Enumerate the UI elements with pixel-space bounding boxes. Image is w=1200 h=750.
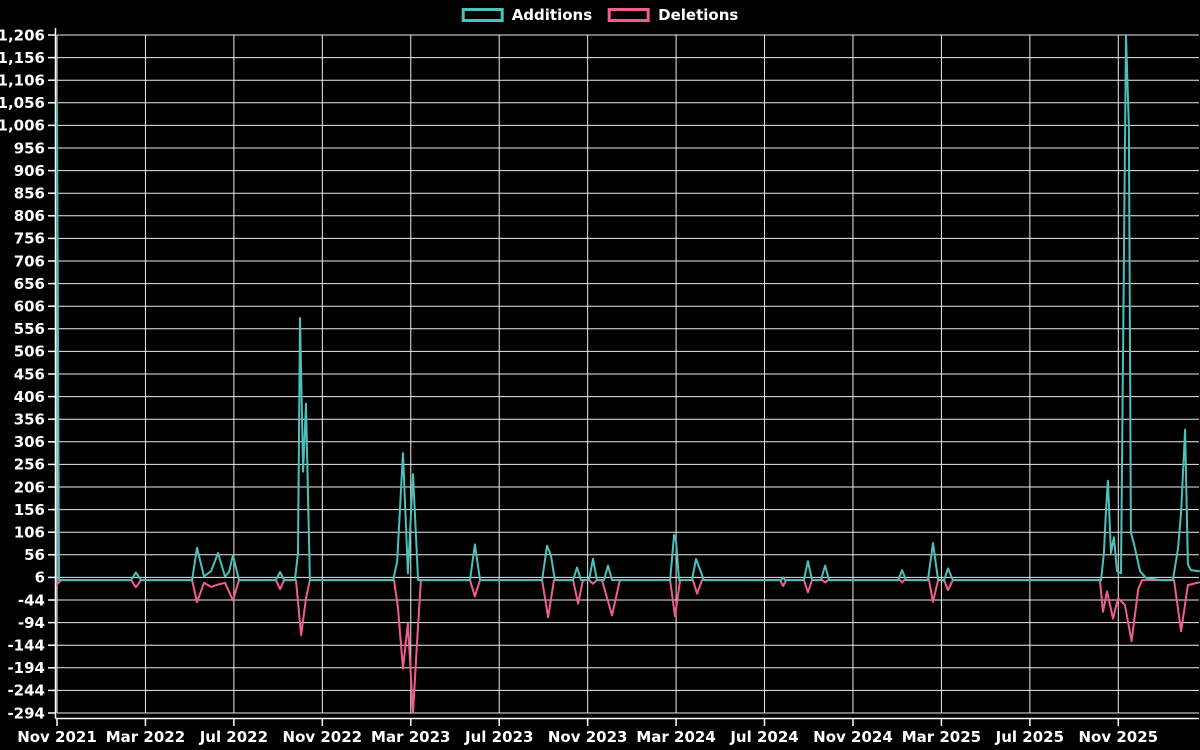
y-tick-label: 906 (14, 162, 45, 180)
y-gridlines (57, 34, 1199, 714)
y-tick-label: 1,106 (0, 71, 45, 89)
y-tick-marks (48, 34, 56, 714)
legend-label-deletions: Deletions (658, 6, 739, 24)
y-tick-label: 656 (14, 275, 45, 293)
y-tick-label: 506 (14, 343, 45, 361)
additions-line[interactable] (56, 34, 1200, 582)
y-tick-label: -294 (7, 704, 45, 722)
y-tick-label: 106 (14, 523, 45, 541)
x-tick-label: Mar 2023 (371, 728, 450, 746)
x-tick-label: Jul 2022 (199, 728, 268, 746)
y-tick-label: 306 (14, 433, 45, 451)
y-tick-label: 156 (14, 501, 45, 519)
y-tick-label: 1,156 (0, 49, 45, 67)
x-tick-label: Nov 2024 (813, 728, 893, 746)
y-tick-label: 606 (14, 297, 45, 315)
y-tick-label: -194 (7, 659, 45, 677)
x-tick-label: Jul 2023 (464, 728, 533, 746)
y-tick-label: -94 (18, 614, 45, 632)
y-tick-label: 756 (14, 230, 45, 248)
y-tick-label: 956 (14, 139, 45, 157)
y-tick-label: 856 (14, 184, 45, 202)
x-tick-label: Jul 2024 (729, 728, 798, 746)
x-tick-label: Nov 2022 (283, 728, 363, 746)
y-tick-label: 806 (14, 207, 45, 225)
additions-swatch-icon (461, 8, 504, 22)
y-tick-label: 706 (14, 252, 45, 270)
x-tick-label: Nov 2025 (1078, 728, 1158, 746)
x-tick-labels: Nov 2021 Mar 2022 Jul 2022 Nov 2022 Mar 2023… (17, 728, 1158, 746)
x-tick-label: Jul 2025 (995, 728, 1064, 746)
y-tick-label: 1,056 (0, 94, 45, 112)
x-tick-label: Mar 2024 (636, 728, 715, 746)
deletions-swatch-icon (608, 8, 651, 22)
x-tick-label: Nov 2023 (548, 728, 628, 746)
legend-item-additions[interactable]: Additions (461, 6, 593, 24)
y-tick-label: 456 (14, 365, 45, 383)
x-tick-label: Mar 2022 (106, 728, 185, 746)
legend-item-deletions[interactable]: Deletions (608, 6, 738, 24)
x-tick-label: Nov 2021 (17, 728, 97, 746)
y-tick-label: 406 (14, 388, 45, 406)
y-tick-labels: 1,206 1,156 1,106 1,056 1,006 956 906 856 806 756… (0, 26, 45, 722)
y-tick-label: 56 (24, 546, 45, 564)
x-tick-marks (56, 718, 1120, 726)
x-tick-label: Mar 2025 (902, 728, 981, 746)
y-tick-label: 556 (14, 320, 45, 338)
y-tick-label: 6 (35, 569, 45, 587)
y-tick-label: -144 (7, 636, 45, 654)
axes (54, 28, 1199, 720)
y-tick-label: 256 (14, 456, 45, 474)
y-tick-label: -44 (18, 591, 45, 609)
y-tick-label: 206 (14, 478, 45, 496)
y-tick-label: -244 (7, 682, 45, 700)
y-tick-label: 1,206 (0, 26, 45, 44)
y-tick-label: 356 (14, 410, 45, 428)
legend-label-additions: Additions (511, 6, 593, 24)
chart-legend: Additions Deletions (461, 6, 738, 24)
y-tick-label: 1,006 (0, 117, 45, 135)
